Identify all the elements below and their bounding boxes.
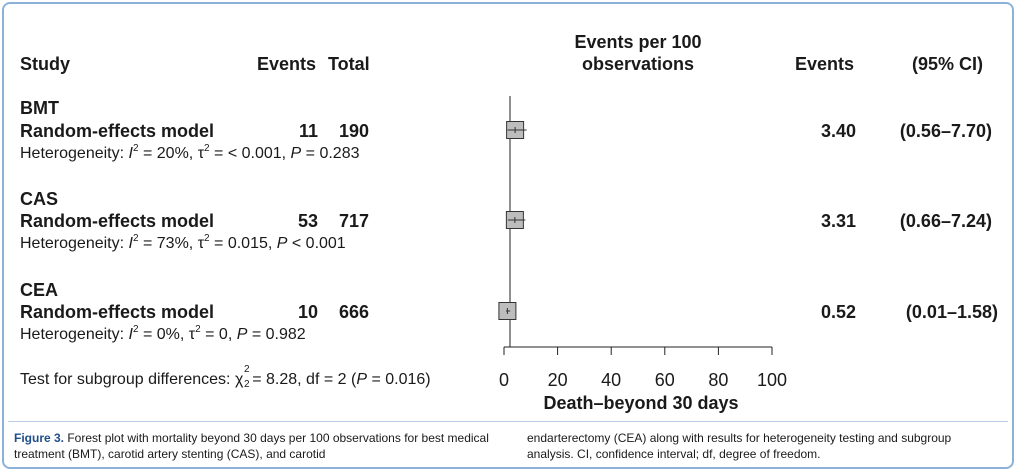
x-axis-title: Death–beyond 30 days bbox=[543, 393, 738, 413]
x-tick-label-80: 80 bbox=[708, 370, 728, 390]
model-label-bmt: Random-effects model bbox=[20, 121, 215, 141]
x-tick-label-60: 60 bbox=[655, 370, 675, 390]
header-plot-line2: observations bbox=[581, 54, 695, 74]
header-events-right: Events bbox=[795, 54, 855, 74]
ci-cas: (0.66–7.24) bbox=[899, 211, 992, 231]
header-study: Study bbox=[20, 54, 71, 74]
model-label-cas: Random-effects model bbox=[20, 211, 215, 231]
heterogeneity-cas: Heterogeneity: I2 = 73%, τ2 = 0.015, P <… bbox=[20, 232, 346, 252]
header-ci: (95% CI) bbox=[912, 54, 984, 74]
caption-column-1: Figure 3. Forest plot with mortality bey… bbox=[14, 431, 489, 461]
heterogeneity-bmt: Heterogeneity: I2 = 20%, τ2 = < 0.001, P… bbox=[20, 142, 360, 162]
estimate-bmt: 3.40 bbox=[820, 121, 856, 141]
events-bmt: 11 bbox=[298, 121, 318, 141]
x-tick-label-0: 0 bbox=[499, 370, 509, 390]
x-tick-label-40: 40 bbox=[601, 370, 621, 390]
ci-cea: (0.01–1.58) bbox=[905, 302, 998, 322]
x-tick-label-100: 100 bbox=[757, 370, 787, 390]
x-tick-label-20: 20 bbox=[548, 370, 568, 390]
header-events: Events bbox=[257, 54, 317, 74]
ci-bmt: (0.56–7.70) bbox=[899, 121, 992, 141]
events-cea: 10 bbox=[297, 302, 318, 322]
caption-divider bbox=[8, 421, 1008, 422]
header-plot-line1: Events per 100 bbox=[574, 32, 702, 52]
model-label-cea: Random-effects model bbox=[20, 302, 215, 322]
events-cas: 53 bbox=[297, 211, 318, 231]
group-name-cas: CAS bbox=[20, 189, 59, 209]
heterogeneity-cea: Heterogeneity: I2 = 0%, τ2 = 0, P = 0.98… bbox=[20, 323, 306, 343]
total-bmt: 190 bbox=[339, 121, 370, 141]
caption-column-2: endarterectomy (CEA) along with results … bbox=[527, 431, 952, 461]
estimate-cas: 3.31 bbox=[820, 211, 856, 231]
estimate-cea: 0.52 bbox=[820, 302, 856, 322]
group-name-bmt: BMT bbox=[20, 98, 59, 118]
total-cas: 717 bbox=[339, 211, 370, 231]
total-cea: 666 bbox=[339, 302, 370, 322]
group-name-cea: CEA bbox=[20, 280, 59, 300]
header-total: Total bbox=[328, 54, 370, 74]
